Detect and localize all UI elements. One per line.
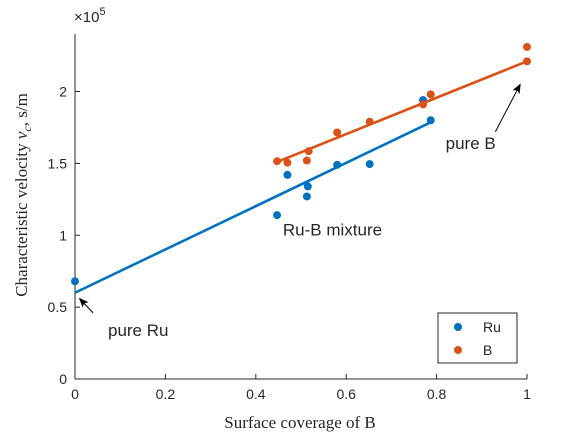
annotation-ru-b-mixture: Ru-B mixture (283, 220, 382, 239)
y-tick-label: 1 (59, 227, 67, 243)
series-ru (71, 96, 435, 294)
annotations: pure Ru Ru-B mixture pure B (78, 83, 521, 340)
y-axis-exponent: ×105 (74, 6, 106, 26)
x-tick-label: 1 (523, 386, 531, 402)
fit-line-ru (74, 120, 433, 294)
axes: 0 0.2 0.4 0.6 0.8 1 0 0.5 1 1.5 2 (48, 34, 531, 402)
data-point-b (333, 128, 342, 137)
x-axis-label: Surface coverage of B (224, 413, 376, 432)
legend-box (437, 312, 518, 364)
data-point-ru (365, 160, 374, 169)
series-layer (71, 42, 531, 294)
y-axis-label: Characteristic velocity vc, s/m (12, 93, 34, 297)
annotation-pure-ru: pure Ru (108, 321, 168, 340)
data-point-ru (303, 182, 312, 191)
data-point-b (304, 147, 313, 156)
data-point-b (419, 100, 428, 109)
data-point-b (273, 157, 282, 166)
annotation-pure-b: pure B (446, 134, 496, 153)
legend-marker-b (454, 346, 462, 354)
y-tick-label: 0.5 (48, 299, 68, 315)
data-point-b (523, 42, 531, 51)
legend: Ru B (437, 312, 518, 364)
data-point-ru (273, 211, 282, 220)
annotation-arrow-pure-b (494, 83, 521, 132)
data-point-b (426, 90, 435, 99)
data-point-ru (283, 170, 292, 179)
data-point-ru (71, 277, 79, 286)
y-tick-label: 1.5 (48, 155, 68, 171)
legend-label-ru: Ru (483, 319, 501, 335)
y-tick-label: 0 (59, 371, 67, 387)
x-tick-label: 0.2 (156, 386, 176, 402)
data-point-ru (426, 116, 435, 125)
legend-marker-ru (454, 323, 462, 331)
data-point-ru (333, 160, 342, 169)
x-tick-label: 0.8 (427, 386, 447, 402)
legend-label-b: B (483, 342, 492, 358)
data-point-b (523, 57, 531, 66)
y-tick-label: 2 (59, 84, 67, 100)
data-point-b (302, 156, 311, 165)
data-point-b (365, 117, 374, 126)
data-point-ru (302, 192, 311, 201)
data-point-b (283, 158, 292, 167)
series-b (273, 42, 531, 167)
fit-line-b (276, 60, 528, 164)
x-tick-label: 0.6 (336, 386, 356, 402)
annotation-arrow-pure-ru (78, 297, 94, 314)
x-tick-label: 0 (71, 386, 79, 402)
x-tick-label: 0.4 (246, 386, 266, 402)
